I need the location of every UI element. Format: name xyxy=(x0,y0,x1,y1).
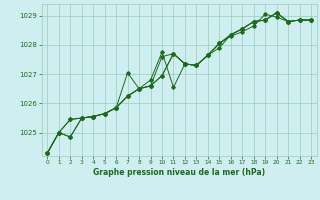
X-axis label: Graphe pression niveau de la mer (hPa): Graphe pression niveau de la mer (hPa) xyxy=(93,168,265,177)
